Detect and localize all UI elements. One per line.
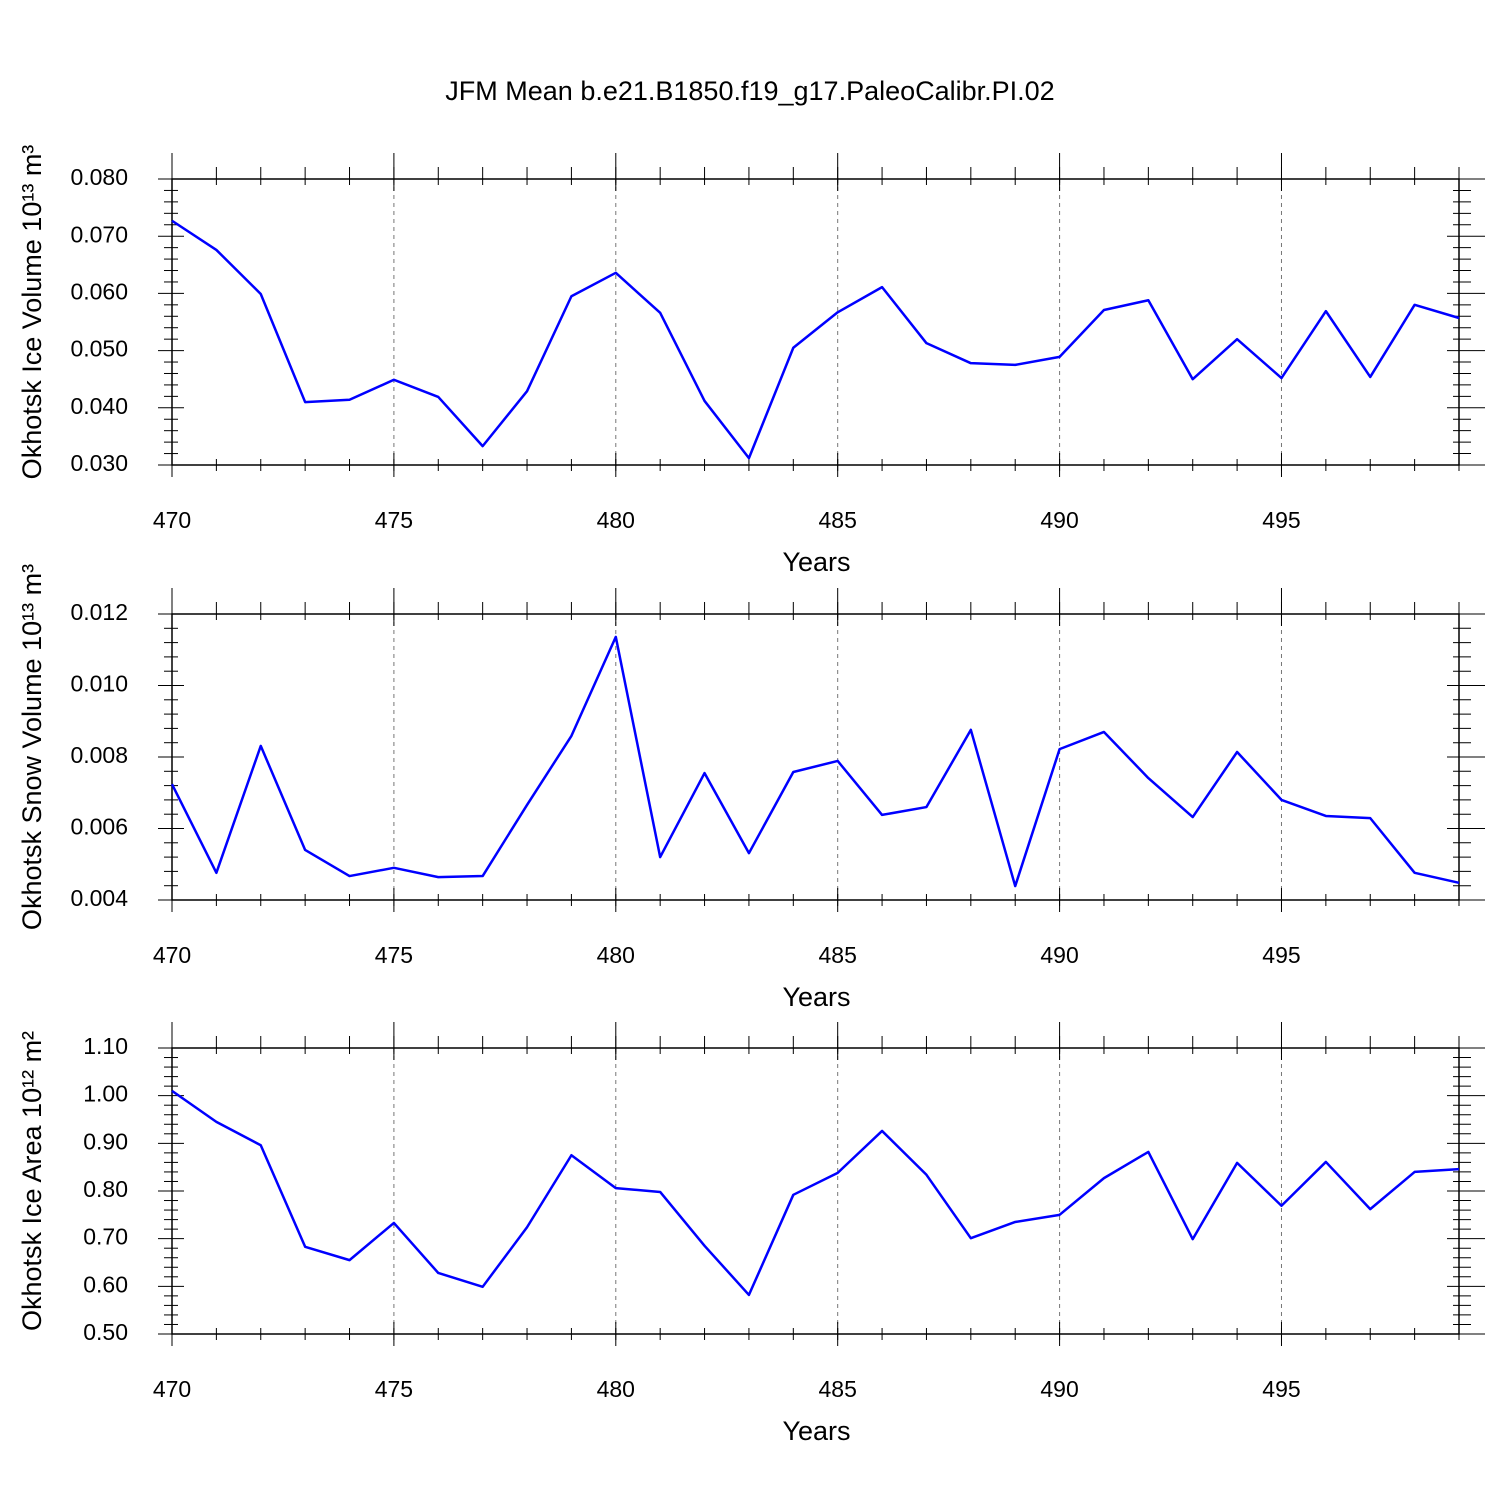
plot-frame — [171, 178, 1460, 466]
x-tick-label: 475 — [375, 942, 413, 968]
x-tick-label: 475 — [375, 1376, 413, 1402]
x-tick-label: 470 — [153, 507, 191, 533]
y-tick-label: 0.004 — [70, 885, 128, 911]
x-tick-label: 480 — [597, 1376, 635, 1402]
y-tick-label: 1.00 — [83, 1081, 128, 1107]
x-tick-label: 480 — [597, 942, 635, 968]
figure-title: JFM Mean b.e21.B1850.f19_g17.PaleoCalibr… — [445, 76, 1054, 106]
plot-frame — [171, 1047, 1460, 1335]
y-tick-label: 0.010 — [70, 671, 128, 697]
x-tick-label: 485 — [819, 507, 857, 533]
y-axis-label: Okhotsk Ice Area 10¹² m² — [17, 1031, 47, 1331]
x-tick-label: 470 — [153, 1376, 191, 1402]
y-tick-label: 0.070 — [70, 221, 128, 247]
y-tick-label: 0.060 — [70, 278, 128, 304]
x-tick-label: 475 — [375, 507, 413, 533]
y-tick-label: 0.70 — [83, 1224, 128, 1250]
x-tick-label: 490 — [1040, 942, 1078, 968]
y-tick-label: 0.040 — [70, 393, 128, 419]
y-tick-label: 0.012 — [70, 599, 128, 625]
x-tick-label: 490 — [1040, 507, 1078, 533]
y-tick-label: 0.006 — [70, 814, 128, 840]
y-tick-label: 1.10 — [83, 1033, 128, 1059]
x-tick-label: 480 — [597, 507, 635, 533]
y-tick-label: 0.50 — [83, 1319, 128, 1345]
x-tick-label: 485 — [819, 942, 857, 968]
y-tick-label: 0.080 — [70, 164, 128, 190]
x-tick-label: 490 — [1040, 1376, 1078, 1402]
data-line — [171, 219, 1460, 460]
y-axis-label: Okhotsk Ice Volume 10¹³ m³ — [17, 145, 47, 480]
plot-frame — [171, 613, 1460, 901]
y-tick-label: 0.80 — [83, 1176, 128, 1202]
x-axis-label: Years — [782, 982, 850, 1012]
x-axis-label: Years — [782, 547, 850, 577]
x-tick-label: 495 — [1262, 507, 1300, 533]
y-tick-label: 0.050 — [70, 336, 128, 362]
y-tick-label: 0.60 — [83, 1271, 128, 1297]
y-tick-label: 0.030 — [70, 450, 128, 476]
y-axis-label: Okhotsk Snow Volume 10¹³ m³ — [17, 564, 47, 930]
x-tick-label: 485 — [819, 1376, 857, 1402]
x-tick-label: 495 — [1262, 942, 1300, 968]
data-line — [171, 1089, 1460, 1297]
data-line — [170, 635, 1460, 888]
y-tick-label: 0.90 — [83, 1128, 128, 1154]
x-tick-label: 495 — [1262, 1376, 1300, 1402]
y-tick-label: 0.008 — [70, 742, 128, 768]
x-axis-label: Years — [782, 1416, 850, 1446]
x-tick-label: 470 — [153, 942, 191, 968]
